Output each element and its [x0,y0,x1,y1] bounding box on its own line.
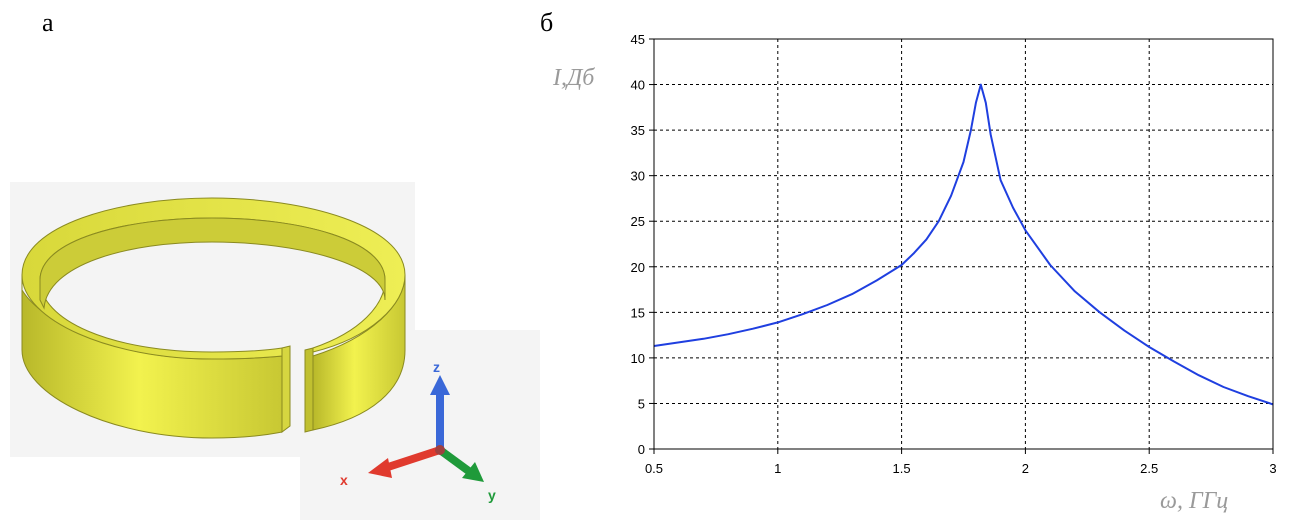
y-tick-label: 35 [631,123,645,138]
split-ring-view: z x y [0,180,540,520]
resonance-chart: 0 5 10 15 20 25 30 35 40 45 0.5 1 1.5 2 2.5 3 I,Дб ω, Г… [552,32,1277,514]
chart-series [653,83,1274,406]
axes-widget: z x y [340,359,496,503]
x-tick-label: 0.5 [645,461,663,476]
panel-label-a: а [42,8,54,37]
panel-label-b: б [540,8,554,37]
y-tick-label: 40 [631,78,645,93]
y-tick-label: 25 [631,214,645,229]
x-tick-label: 2 [1022,461,1029,476]
x-tick-label: 3 [1269,461,1276,476]
y-tick-label: 20 [631,260,645,275]
x-tick-label: 1.5 [893,461,911,476]
x-tick-label: 2.5 [1140,461,1158,476]
x-axis-label: x [340,472,348,488]
series-line [653,83,1274,406]
y-tick-label: 0 [638,442,645,457]
y-tick-label: 10 [631,351,645,366]
y-tick-label: 15 [631,305,645,320]
y-axis-title: I,Дб [552,65,595,91]
plot-frame [653,38,1274,450]
x-tick-label: 1 [774,461,781,476]
split-ring-icon: z x y [10,182,540,520]
x-axis-title: ω, ГГц [1160,488,1228,514]
z-axis-label: z [433,359,440,375]
chart-panel: 0 5 10 15 20 25 30 35 40 45 0.5 1 1.5 2 2.5 3 I,Дб ω, Г… [540,0,1294,520]
y-tick-label: 30 [631,169,645,184]
chart-grid [653,38,1274,450]
y-axis-label: y [488,487,496,503]
y-tick-label: 45 [631,32,645,47]
chart-ticks: 0 5 10 15 20 25 30 35 40 45 0.5 1 1.5 2 2.5 3 [631,32,1277,476]
y-tick-label: 5 [638,396,645,411]
